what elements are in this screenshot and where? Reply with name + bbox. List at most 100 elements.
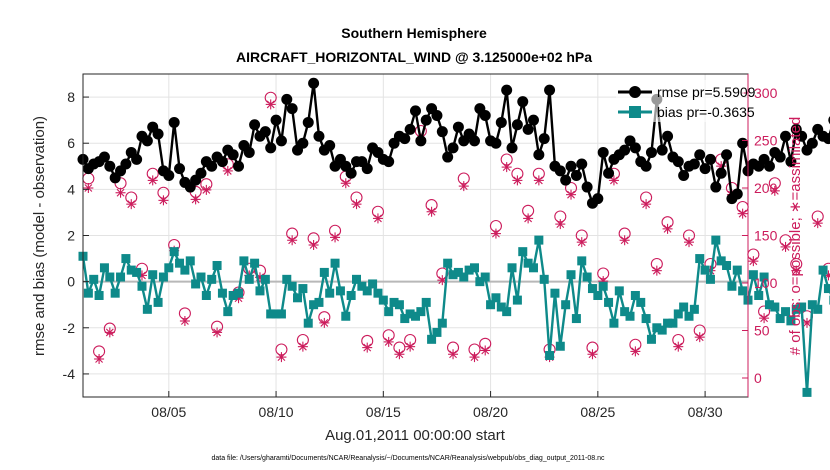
bias-point	[539, 274, 549, 284]
y-tick-label: 4	[67, 181, 75, 197]
bias-point	[400, 314, 410, 324]
assimilated-marker	[276, 352, 287, 363]
bias-point	[341, 311, 351, 321]
assimilated-stroke	[298, 342, 307, 351]
rmse-point	[694, 149, 706, 161]
rmse-point	[442, 151, 454, 163]
bias-point	[427, 334, 437, 344]
rmse-point	[780, 130, 792, 142]
bias-point	[587, 284, 597, 294]
assimilated-stroke	[610, 176, 618, 185]
bias-point	[663, 318, 673, 328]
rmse-point	[233, 160, 245, 172]
bias-point	[561, 300, 571, 310]
bias-point	[727, 281, 737, 291]
bias-point	[110, 288, 120, 298]
assimilated-stroke	[813, 219, 822, 228]
bias-point	[469, 263, 479, 273]
rmse-point	[806, 137, 818, 149]
rmse-point	[206, 160, 218, 172]
assimilated-marker	[566, 189, 577, 200]
assimilated-marker	[426, 206, 437, 217]
rmse-point	[501, 84, 513, 96]
rmse-point	[297, 137, 309, 149]
assimilated-marker	[190, 194, 201, 205]
assimilated-marker	[394, 349, 405, 360]
assimilated-stroke	[577, 238, 586, 247]
assimilated-stroke	[384, 337, 393, 346]
bias-point	[319, 267, 329, 277]
bias-point	[314, 297, 324, 307]
assimilated-marker	[651, 265, 662, 276]
assimilated-stroke	[309, 241, 318, 249]
assimilated-marker	[147, 175, 158, 186]
assimilated-marker	[619, 235, 630, 246]
bias-point	[83, 288, 93, 298]
bias-point	[566, 270, 576, 280]
bias-point	[421, 297, 431, 307]
assimilated-stroke	[792, 266, 801, 275]
x-axis: 08/05 08/10 08/15 08/20 08/25 08/30	[151, 391, 723, 420]
bias-point	[775, 314, 785, 324]
rmse-point	[533, 149, 545, 161]
bias-point	[732, 265, 742, 275]
bias-point	[276, 309, 286, 319]
rmse-point	[302, 116, 314, 128]
bias-point	[287, 281, 297, 291]
rmse-point	[431, 110, 443, 122]
rmse-point	[511, 119, 523, 131]
assimilated-stroke	[341, 179, 350, 188]
rmse-point	[565, 160, 577, 172]
bias-point	[378, 295, 388, 305]
bias-point	[609, 318, 619, 328]
bias-point	[475, 277, 485, 287]
bias-point	[405, 309, 415, 319]
bias-point	[598, 281, 608, 291]
rmse-point	[216, 156, 228, 168]
rmse-point	[227, 149, 239, 161]
rmse-point	[662, 130, 674, 142]
bias-point	[368, 279, 378, 289]
rmse-point	[796, 130, 808, 142]
bias-point	[432, 327, 442, 337]
bias-point	[437, 318, 447, 328]
bias-point	[164, 263, 174, 273]
rmse-point	[308, 77, 320, 89]
assimilated-marker	[94, 354, 105, 364]
assimilated-marker	[340, 178, 351, 189]
rmse-point	[560, 174, 572, 186]
bias-point	[802, 387, 812, 397]
rmse-point	[731, 188, 743, 200]
assimilated-stroke	[567, 190, 575, 199]
y2-axis-label: # of obs: o=possible; ∗=assimilated	[787, 117, 804, 356]
assimilated-stroke	[438, 276, 447, 285]
assimilated-marker	[265, 99, 276, 110]
assimilated-stroke	[620, 236, 629, 245]
bias-point	[239, 256, 249, 266]
assimilated-marker	[501, 162, 512, 173]
rmse-point	[527, 114, 539, 126]
rmse-point	[168, 116, 180, 128]
rmse-point	[468, 135, 480, 147]
y-tick-label: -4	[63, 366, 76, 382]
assimilated-marker	[330, 232, 341, 243]
assimilated-stroke	[395, 350, 404, 359]
rmse-point	[592, 193, 604, 205]
assimilated-marker	[769, 185, 780, 196]
y2-tick-label: 0	[754, 370, 762, 386]
x-tick-label: 08/20	[473, 404, 508, 420]
assimilated-marker	[383, 336, 394, 347]
assimilated-stroke	[331, 233, 339, 242]
rmse-point	[774, 151, 786, 163]
bias-point	[797, 302, 807, 312]
rmse-point	[383, 156, 395, 168]
bias-point	[121, 254, 131, 264]
rmse-point	[286, 103, 298, 115]
bias-point	[153, 297, 163, 307]
bias-point	[673, 309, 683, 319]
rmse-point	[656, 144, 668, 156]
rmse-point	[785, 156, 797, 168]
y-tick-label: 6	[67, 135, 75, 151]
assimilated-stroke	[105, 328, 114, 337]
assimilated-stroke	[770, 186, 779, 195]
